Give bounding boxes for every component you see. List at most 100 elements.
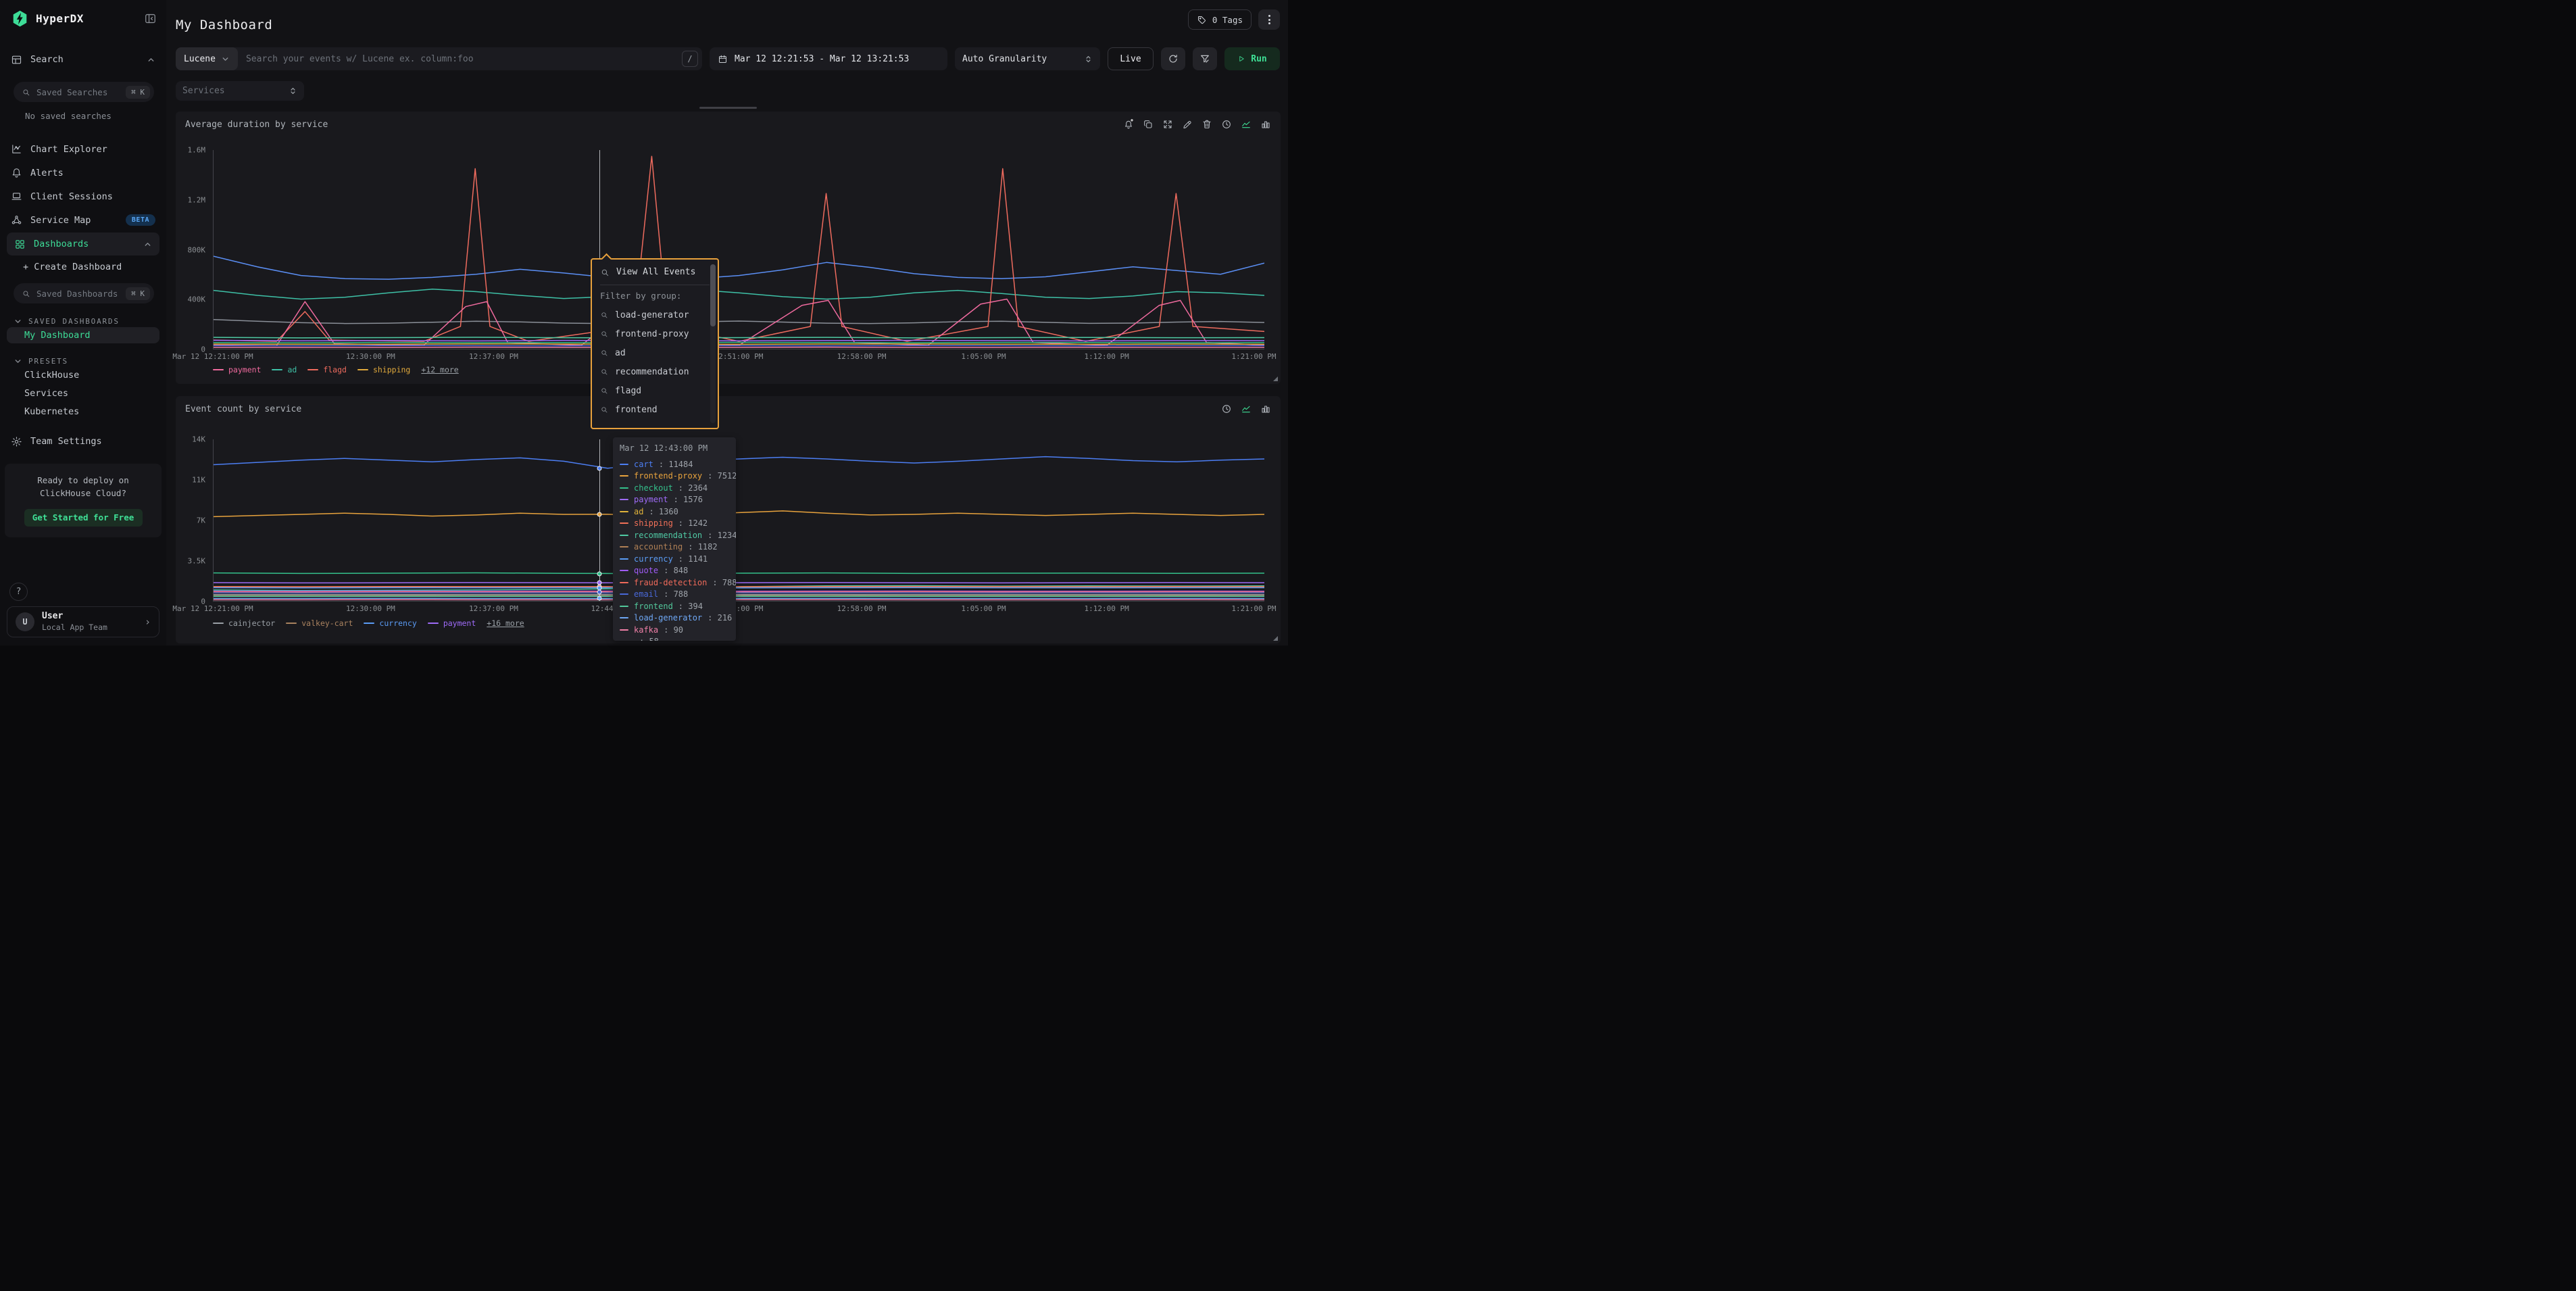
section-header[interactable]: PRESETS bbox=[14, 357, 166, 366]
chart-plot-area[interactable] bbox=[213, 439, 1264, 602]
chevron-updown-icon bbox=[289, 87, 297, 95]
series-dash bbox=[364, 623, 374, 625]
sidebar-item-kubernetes[interactable]: Kubernetes bbox=[24, 402, 166, 420]
popup-group-ad[interactable]: ad bbox=[592, 343, 718, 362]
legend-item[interactable]: cainjector bbox=[213, 618, 275, 628]
series-dash bbox=[213, 369, 224, 371]
hyperdx-logo-icon bbox=[11, 9, 29, 28]
beta-badge: BETA bbox=[126, 214, 155, 226]
sidebar-item-chart-explorer[interactable]: Chart Explorer bbox=[0, 137, 166, 161]
chart-tooltip: Mar 12 12:43:00 PM cart: 11484frontend-p… bbox=[613, 437, 736, 641]
line-chart-type-icon[interactable] bbox=[1241, 119, 1252, 130]
chart-plot-area[interactable] bbox=[213, 150, 1264, 349]
main-content: My Dashboard 0 Tags Lucene Search your e… bbox=[166, 0, 1288, 646]
expand-icon[interactable] bbox=[1162, 119, 1173, 130]
tooltip-series-label: ad bbox=[634, 507, 643, 516]
service-map-icon bbox=[11, 214, 22, 226]
popup-group-list: load-generator frontend-proxy adrecommenda… bbox=[592, 306, 718, 419]
legend-item[interactable]: valkey-cart bbox=[286, 618, 353, 628]
filter-button[interactable] bbox=[1193, 47, 1217, 70]
y-axis-labels: 1.6M1.2M800K400K0 bbox=[176, 150, 209, 349]
tooltip-series-label: kafka bbox=[634, 625, 658, 635]
edit-icon[interactable] bbox=[1182, 119, 1193, 130]
series-dash bbox=[620, 558, 628, 560]
sidebar-item-alerts[interactable]: Alerts bbox=[0, 161, 166, 185]
series-line bbox=[214, 320, 1264, 324]
x-tick-label: 1:12:00 PM bbox=[1084, 352, 1129, 361]
sidebar-item-service-map[interactable]: Service MapBETA bbox=[0, 208, 166, 232]
tags-label: 0 Tags bbox=[1212, 15, 1243, 25]
panel-drag-handle[interactable] bbox=[699, 107, 757, 109]
series-dash bbox=[307, 369, 318, 371]
legend-item[interactable]: flagd bbox=[307, 365, 347, 374]
legend-more-link[interactable]: +16 more bbox=[487, 618, 524, 628]
view-all-events-item[interactable]: View All Events bbox=[592, 263, 718, 281]
duplicate-icon[interactable] bbox=[1143, 119, 1154, 130]
line-chart-type-icon[interactable] bbox=[1241, 404, 1252, 414]
tooltip-series-value: : 788 bbox=[664, 589, 688, 599]
bar-chart-type-icon[interactable] bbox=[1260, 119, 1271, 130]
date-range-picker[interactable]: Mar 12 12:21:53 - Mar 12 13:21:53 bbox=[710, 47, 947, 70]
popup-group-frontend[interactable]: frontend bbox=[592, 400, 718, 419]
user-menu[interactable]: U User Local App Team › bbox=[7, 606, 159, 637]
user-team: Local App Team bbox=[42, 623, 107, 633]
legend-label: flagd bbox=[323, 365, 347, 374]
legend-item[interactable]: ad bbox=[272, 365, 297, 374]
popup-scrollbar[interactable] bbox=[710, 264, 716, 423]
sidebar-item-team-settings[interactable]: Team Settings bbox=[0, 430, 166, 453]
series-dash bbox=[620, 499, 628, 500]
sidebar-item-services[interactable]: Services bbox=[24, 384, 166, 402]
resize-handle[interactable] bbox=[1273, 376, 1278, 381]
legend-item[interactable]: payment bbox=[213, 365, 261, 374]
help-button[interactable]: ? bbox=[9, 583, 28, 601]
x-tick-label: Mar 12 12:21:00 PM bbox=[172, 604, 253, 613]
live-button[interactable]: Live bbox=[1108, 47, 1154, 70]
popup-group-load-generator[interactable]: load-generator bbox=[592, 306, 718, 324]
popup-group-label: frontend-proxy bbox=[615, 329, 689, 339]
delete-icon[interactable] bbox=[1202, 119, 1212, 130]
more-options-button[interactable] bbox=[1258, 9, 1280, 30]
bar-chart-type-icon[interactable] bbox=[1260, 404, 1271, 414]
history-icon[interactable] bbox=[1221, 404, 1232, 414]
query-language-select[interactable]: Lucene bbox=[176, 47, 238, 70]
legend-item[interactable]: payment bbox=[428, 618, 476, 628]
event-search-bar[interactable]: Lucene Search your events w/ Lucene ex. … bbox=[176, 47, 702, 70]
sidebar-item-dashboards[interactable]: Dashboards bbox=[7, 233, 159, 255]
sidebar-item-clickhouse[interactable]: ClickHouse bbox=[24, 366, 166, 384]
tags-button[interactable]: 0 Tags bbox=[1188, 9, 1252, 30]
add-alert-icon[interactable] bbox=[1123, 119, 1134, 130]
collapse-sidebar-icon[interactable] bbox=[144, 12, 157, 25]
tooltip-series-value: : 394 bbox=[678, 602, 703, 611]
y-tick-label: 14K bbox=[192, 435, 205, 444]
x-tick-label: Mar 12 12:21:00 PM bbox=[172, 352, 253, 361]
legend-item[interactable]: shipping bbox=[357, 365, 410, 374]
saved-searches-input[interactable]: Saved Searches ⌘ K bbox=[14, 82, 154, 102]
sidebar-item-my-dashboard[interactable]: My Dashboard bbox=[7, 327, 159, 343]
laptop-icon bbox=[11, 191, 22, 202]
avatar: U bbox=[16, 612, 34, 631]
legend-item[interactable]: currency bbox=[364, 618, 416, 628]
mag-icon bbox=[600, 406, 608, 414]
get-started-button[interactable]: Get Started for Free bbox=[24, 509, 143, 527]
granularity-select[interactable]: Auto Granularity bbox=[955, 47, 1100, 70]
section-header[interactable]: SAVED DASHBOARDS bbox=[14, 317, 166, 326]
refresh-button[interactable] bbox=[1161, 47, 1185, 70]
resize-handle[interactable] bbox=[1273, 636, 1278, 641]
bell-icon bbox=[11, 167, 22, 178]
popup-group-recommendation[interactable]: recommendation bbox=[592, 362, 718, 381]
tooltip-entry: recommendation: 1234 bbox=[620, 529, 729, 541]
popup-group-frontend-proxy[interactable]: frontend-proxy bbox=[592, 324, 718, 343]
create-dashboard-button[interactable]: + Create Dashboard bbox=[23, 262, 166, 272]
refresh-icon bbox=[1168, 53, 1179, 64]
saved-dashboards-input[interactable]: Saved Dashboards ⌘ K bbox=[14, 283, 154, 303]
series-line bbox=[214, 344, 1264, 345]
services-filter-select[interactable]: Services bbox=[176, 81, 304, 101]
sidebar-item-search[interactable]: Search bbox=[0, 48, 166, 71]
history-icon[interactable] bbox=[1221, 119, 1232, 130]
popup-group-flagd[interactable]: flagd bbox=[592, 381, 718, 400]
sidebar-item-client-sessions[interactable]: Client Sessions bbox=[0, 185, 166, 208]
run-button[interactable]: Run bbox=[1224, 47, 1280, 70]
x-axis-labels: Mar 12 12:21:00 PM12:30:00 PM12:37:00 PM… bbox=[213, 352, 1264, 362]
legend-more-link[interactable]: +12 more bbox=[421, 365, 458, 374]
sidebar-search-label: Search bbox=[30, 54, 64, 65]
